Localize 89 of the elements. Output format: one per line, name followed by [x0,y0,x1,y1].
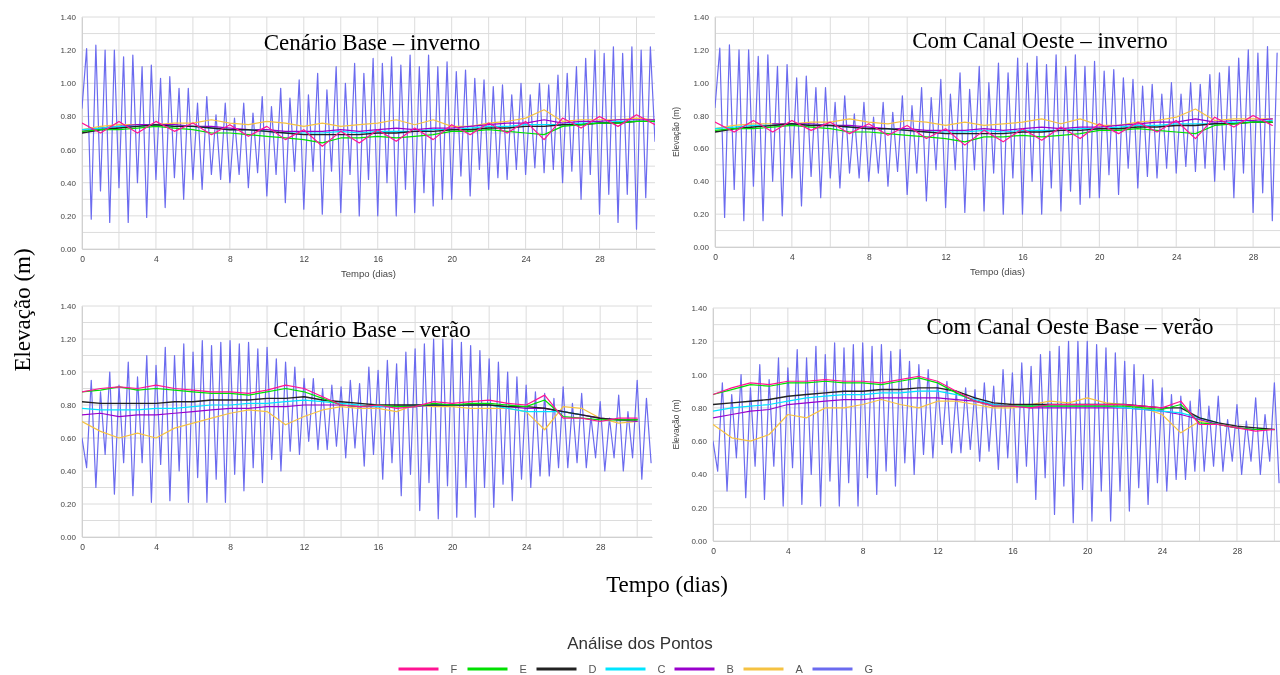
y-tick-label: 0.80 [60,112,77,122]
y-tick-label: 0.40 [60,467,77,477]
y-tick-label: 0.80 [693,111,710,121]
x-tick-label: 12 [933,546,944,557]
legend-label: E [519,663,527,675]
y-tick-label: 0.40 [60,178,77,188]
y-axis-title: Elevação (m) [671,399,681,450]
line-series [82,120,655,144]
chart-title: Com Canal Oeste Base – verão [926,314,1214,339]
x-tick-label: 8 [228,254,233,265]
y-tick-label: 0.00 [60,245,77,255]
line-series [82,338,652,520]
x-tick-label: 0 [80,254,86,265]
y-tick-label: 0.20 [693,210,710,220]
line-series [715,114,1273,146]
y-tick-label: 1.20 [691,337,708,347]
legend-label: A [795,663,804,675]
x-tick-label: 0 [711,546,717,557]
x-tick-label: 16 [1018,252,1028,263]
y-tick-label: 1.00 [60,79,77,89]
y-tick-label: 0.20 [60,211,77,221]
x-tick-label: 28 [1232,546,1243,557]
y-tick-label: 1.00 [693,78,710,88]
x-tick-label: 4 [154,254,160,265]
legend-title: Análise dos Pontos [567,634,713,653]
x-tick-label: 20 [447,254,458,265]
x-tick-label: 24 [521,254,532,265]
y-tick-label: 0.60 [691,437,708,447]
x-tick-label: 4 [154,542,160,553]
text: Elevação (m) [10,248,35,372]
legend-label: F [450,663,458,675]
y-tick-label: 0.20 [60,500,77,510]
x-tick-label: 12 [299,542,310,553]
y-tick-label: 1.40 [691,304,708,314]
legend-label: D [588,663,597,675]
y-tick-label: 0.40 [691,470,708,480]
x-tick-label: 20 [1095,252,1105,263]
x-tick-label: 16 [373,254,384,265]
x-tick-label: 20 [1083,546,1093,557]
x-tick-label: 24 [1157,546,1168,557]
y-tick-label: 0.80 [691,403,708,413]
x-tick-label: 24 [1171,252,1182,263]
x-tick-label: 12 [299,254,310,265]
x-tick-label: 8 [860,546,866,557]
text: Tempo (dias) [606,572,728,597]
x-tick-label: 16 [373,542,384,553]
y-tick-label: 0.20 [691,503,708,513]
x-tick-label: 8 [228,542,234,553]
y-tick-label: 1.20 [60,335,77,345]
x-tick-label: 12 [941,252,952,263]
legend-label: G [864,663,874,675]
x-tick-label: 24 [521,542,532,553]
text: Cenário Base – verão [273,317,471,342]
x-tick-label: 28 [1248,252,1259,263]
x-tick-label: 0 [80,542,86,553]
x-tick-label: 20 [447,542,458,553]
y-tick-label: 0.60 [60,145,77,155]
x-tick-label: 4 [785,546,791,557]
x-tick-label: 8 [866,252,872,263]
y-tick-label: 0.80 [60,401,77,411]
y-tick-label: 0.00 [693,243,710,253]
x-axis-title: Tempo (dias) [970,266,1025,277]
line-series [82,114,655,147]
line-series [715,121,1273,143]
x-tick-label: 28 [595,542,606,553]
y-tick-label: 0.40 [693,177,710,187]
legend-label: C [657,663,666,675]
line-series [713,340,1280,524]
y-axis-title: Elevação (m) [671,106,681,158]
y-tick-label: 0.00 [60,533,77,543]
y-tick-label: 1.20 [693,45,710,55]
x-tick-label: 16 [1008,546,1018,557]
x-axis-title: Tempo (dias) [341,268,396,279]
legend-label: B [726,663,734,675]
text: Com Canal Oeste – inverno [912,28,1168,53]
y-tick-label: 1.00 [60,368,77,378]
x-tick-label: 0 [713,252,719,263]
line-series [772,118,1273,131]
y-tick-label: 0.60 [60,434,77,444]
y-tick-label: 1.00 [691,370,708,380]
y-tick-label: 1.20 [60,46,77,56]
y-tick-label: 1.40 [60,13,77,23]
y-tick-label: 1.40 [693,13,710,23]
y-tick-label: 1.40 [60,302,77,312]
y-tick-label: 0.00 [691,537,708,547]
x-tick-label: 28 [595,254,606,265]
y-tick-label: 0.60 [693,144,710,154]
text: Cenário Base – inverno [263,30,481,55]
x-tick-label: 4 [790,252,795,263]
